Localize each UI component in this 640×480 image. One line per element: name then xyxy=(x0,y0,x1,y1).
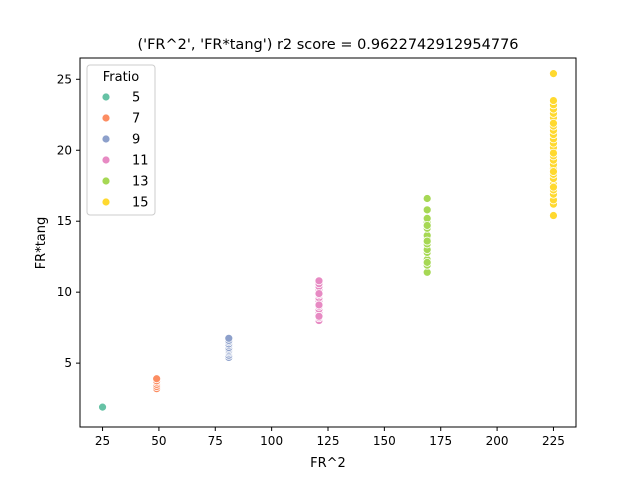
y-tick-label: 15 xyxy=(57,214,72,228)
y-tick-label: 20 xyxy=(57,143,72,157)
y-tick-label: 5 xyxy=(64,356,72,370)
data-point-fratio-15 xyxy=(549,118,558,128)
data-point-fratio-15 xyxy=(549,96,558,105)
data-point-fratio-11 xyxy=(314,289,324,298)
data-points xyxy=(98,69,558,412)
data-point-fratio-15 xyxy=(549,148,558,158)
x-tick-label: 50 xyxy=(151,434,166,448)
legend-marker xyxy=(101,134,111,144)
x-tick-label: 200 xyxy=(486,434,509,448)
data-point-fratio-15 xyxy=(549,167,558,176)
data-point-fratio-13 xyxy=(422,205,432,215)
y-tick-label: 10 xyxy=(57,285,72,299)
data-point-fratio-13 xyxy=(422,194,432,203)
data-point-fratio-15 xyxy=(549,211,558,220)
data-point-fratio-13 xyxy=(422,257,432,267)
legend-label: 13 xyxy=(132,175,149,190)
legend: Fratio 5 7 9 11 13 15 xyxy=(86,64,156,216)
legend-items: 5 7 9 11 13 15 xyxy=(101,91,149,211)
legend-box xyxy=(86,64,156,216)
data-point-fratio-5 xyxy=(98,402,107,412)
legend-marker xyxy=(101,92,111,102)
plot-frame xyxy=(79,57,577,428)
data-point-fratio-13 xyxy=(422,221,432,230)
legend-marker xyxy=(101,197,111,207)
y-tick-label: 25 xyxy=(57,72,72,86)
data-point-fratio-11 xyxy=(314,311,324,321)
legend-marker xyxy=(101,155,111,165)
legend-label: 15 xyxy=(132,196,149,211)
legend-marker xyxy=(101,176,111,186)
x-tick-label: 100 xyxy=(260,434,283,448)
data-point-fratio-11 xyxy=(314,276,324,286)
x-tick-label: 150 xyxy=(373,434,396,448)
x-tick-label: 175 xyxy=(429,434,452,448)
data-point-fratio-13 xyxy=(422,236,432,246)
x-tick-label: 225 xyxy=(542,434,565,448)
chart-title: ('FR^2', 'FR*tang') r2 score = 0.9622742… xyxy=(137,37,518,53)
y-axis-label: FR*tang xyxy=(34,217,49,270)
data-point-fratio-7 xyxy=(152,374,162,384)
x-tick-label: 125 xyxy=(317,434,340,448)
legend-marker xyxy=(101,113,111,123)
data-point-fratio-11 xyxy=(314,300,324,310)
legend-title: Fratio xyxy=(103,70,140,85)
x-axis-label: FR^2 xyxy=(310,456,346,471)
legend-label: 7 xyxy=(132,112,140,127)
legend-label: 11 xyxy=(132,154,149,169)
data-point-fratio-15 xyxy=(549,182,558,192)
legend-label: 5 xyxy=(132,91,140,106)
x-tick-label: 75 xyxy=(208,434,223,448)
data-point-fratio-15 xyxy=(549,69,558,79)
legend-label: 9 xyxy=(132,133,140,148)
x-tick-label: 25 xyxy=(95,434,110,448)
data-point-fratio-9 xyxy=(224,333,234,343)
